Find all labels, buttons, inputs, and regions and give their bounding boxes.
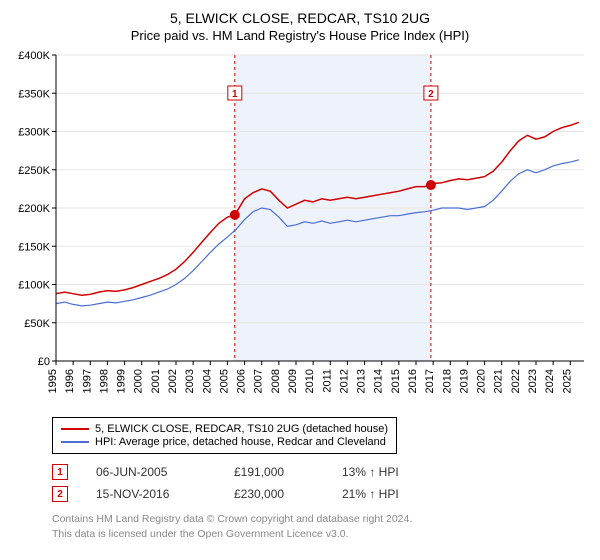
svg-text:2002: 2002 (167, 369, 179, 393)
svg-text:2011: 2011 (321, 369, 333, 393)
svg-text:2005: 2005 (218, 369, 230, 393)
footer-line: This data is licensed under the Open Gov… (52, 527, 588, 542)
legend: 5, ELWICK CLOSE, REDCAR, TS10 2UG (detac… (52, 417, 397, 454)
svg-text:2025: 2025 (561, 369, 573, 393)
svg-text:2017: 2017 (424, 369, 436, 393)
svg-text:2016: 2016 (407, 369, 419, 393)
svg-text:2003: 2003 (184, 369, 196, 393)
legend-swatch (61, 441, 89, 443)
page-title: 5, ELWICK CLOSE, REDCAR, TS10 2UG (12, 10, 588, 26)
footer: Contains HM Land Registry data © Crown c… (52, 512, 588, 541)
sale-date: 06-JUN-2005 (96, 465, 206, 479)
legend-label: HPI: Average price, detached house, Redc… (95, 436, 386, 448)
svg-text:2: 2 (428, 89, 434, 100)
svg-text:1996: 1996 (64, 369, 76, 393)
sale-price: £191,000 (234, 465, 314, 479)
legend-swatch (61, 428, 89, 430)
svg-text:£50K: £50K (24, 318, 50, 330)
svg-text:1: 1 (232, 89, 238, 100)
svg-text:2023: 2023 (527, 369, 539, 393)
svg-text:£400K: £400K (18, 51, 50, 62)
sale-price: £230,000 (234, 487, 314, 501)
svg-text:2015: 2015 (390, 369, 402, 393)
footer-line: Contains HM Land Registry data © Crown c… (52, 512, 588, 527)
svg-text:2007: 2007 (253, 369, 265, 393)
svg-text:2010: 2010 (304, 369, 316, 393)
svg-text:2022: 2022 (510, 369, 522, 393)
sale-date: 15-NOV-2016 (96, 487, 206, 501)
legend-label: 5, ELWICK CLOSE, REDCAR, TS10 2UG (detac… (95, 423, 388, 435)
svg-text:2020: 2020 (476, 369, 488, 393)
svg-text:£250K: £250K (18, 165, 50, 177)
svg-text:2018: 2018 (441, 369, 453, 393)
svg-text:£100K: £100K (18, 280, 50, 292)
sale-delta: 21% ↑ HPI (342, 487, 399, 501)
price-chart: £0 £50K £100K £150K £200K £250K £300K £350K £400… (12, 51, 588, 411)
svg-text:1999: 1999 (116, 369, 128, 393)
svg-text:1998: 1998 (98, 369, 110, 393)
svg-text:2008: 2008 (270, 369, 282, 393)
svg-text:2013: 2013 (356, 369, 368, 393)
svg-text:2012: 2012 (338, 369, 350, 393)
svg-text:2000: 2000 (133, 369, 145, 393)
sale-delta: 13% ↑ HPI (342, 465, 399, 479)
legend-row: 5, ELWICK CLOSE, REDCAR, TS10 2UG (detac… (61, 423, 388, 435)
sale-marker: 1 (52, 464, 68, 480)
svg-text:1995: 1995 (47, 369, 59, 393)
svg-text:£300K: £300K (18, 127, 50, 139)
legend-row: HPI: Average price, detached house, Redc… (61, 436, 388, 448)
svg-text:£0: £0 (38, 356, 50, 368)
svg-text:1997: 1997 (81, 369, 93, 393)
svg-text:2014: 2014 (373, 369, 385, 393)
sales-table: 1 06-JUN-2005 £191,000 13% ↑ HPI 2 15-NOV-201… (52, 464, 588, 502)
svg-text:2021: 2021 (493, 369, 505, 393)
svg-text:2024: 2024 (544, 369, 556, 393)
sale-row: 2 15-NOV-2016 £230,000 21% ↑ HPI (52, 486, 588, 502)
svg-text:£150K: £150K (18, 241, 50, 253)
svg-text:2009: 2009 (287, 369, 299, 393)
sale-marker: 2 (52, 486, 68, 502)
svg-text:£200K: £200K (18, 203, 50, 215)
svg-text:2006: 2006 (236, 369, 248, 393)
page-subtitle: Price paid vs. HM Land Registry's House … (12, 28, 588, 43)
svg-text:2019: 2019 (458, 369, 470, 393)
svg-text:2004: 2004 (201, 369, 213, 393)
svg-text:£350K: £350K (18, 88, 50, 100)
svg-text:2001: 2001 (150, 369, 162, 393)
sale-row: 1 06-JUN-2005 £191,000 13% ↑ HPI (52, 464, 588, 480)
